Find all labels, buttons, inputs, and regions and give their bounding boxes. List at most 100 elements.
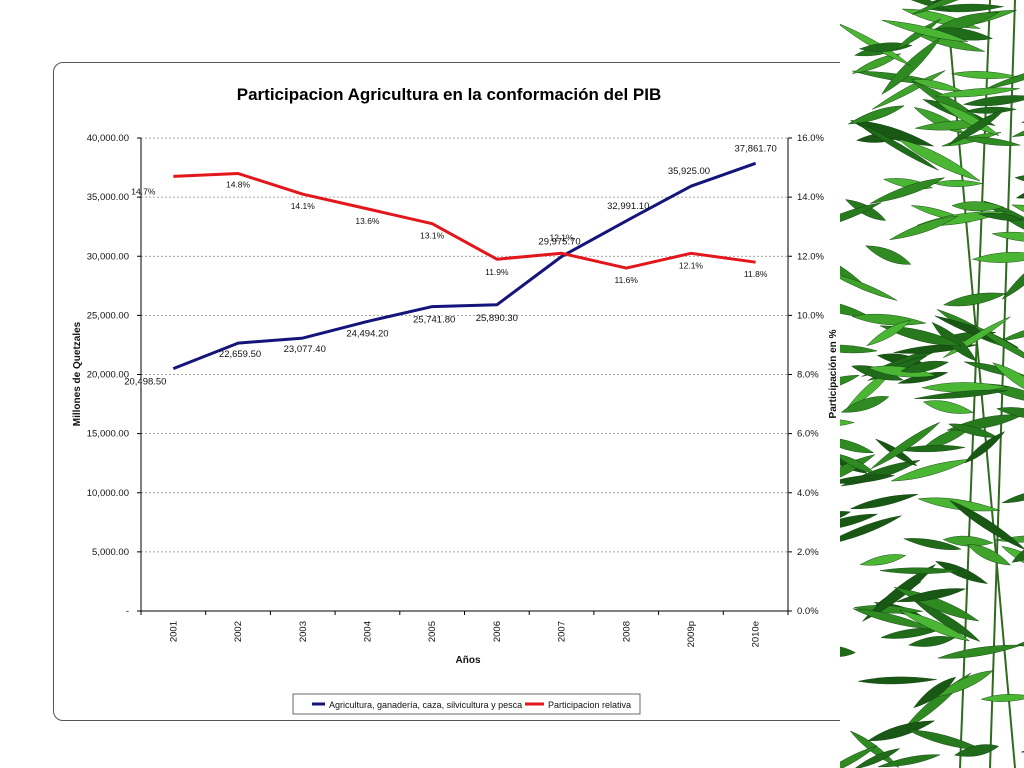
- y2-tick-label: 16.0%: [797, 133, 824, 144]
- bamboo-leaf: [867, 720, 936, 741]
- bamboo-leaf: [953, 744, 1000, 757]
- bamboo-leaf: [840, 515, 902, 546]
- bamboo-leaf: [1001, 488, 1024, 504]
- bamboo-leaf: [911, 79, 963, 91]
- x-tick-label: 2002: [233, 621, 244, 642]
- y-tick-label: 5,000.00: [92, 547, 129, 558]
- data-label-agricultura: 22,659.50: [219, 349, 261, 360]
- data-label-agricultura: 24,494.20: [346, 328, 388, 339]
- bamboo-leaf: [840, 202, 882, 234]
- bamboo-leaf: [914, 389, 1008, 400]
- bamboo-leaf: [840, 271, 898, 301]
- bamboo-leaf: [896, 588, 967, 602]
- bamboo-leaf: [994, 534, 1024, 543]
- bamboo-leaf: [965, 106, 1017, 114]
- series-layer: [172, 161, 757, 370]
- series-line-agricultura: [172, 161, 757, 370]
- bamboo-leaves-icon: [840, 0, 1024, 768]
- y2-tick-label: 10.0%: [797, 310, 824, 321]
- bamboo-leaf: [966, 543, 1011, 566]
- bamboo-leaf: [984, 62, 1024, 90]
- bamboo-leaf: [913, 676, 957, 709]
- bamboo-leaf: [840, 474, 895, 484]
- bamboo-leaf: [1001, 546, 1024, 576]
- chart-frame: Participacion Agricultura en la conforma…: [53, 62, 858, 721]
- bamboo-leaf: [943, 292, 1007, 307]
- legend-label-participacion: Participacion relativa: [548, 700, 631, 710]
- y2-tick-label: 2.0%: [797, 547, 819, 558]
- x-tick-label: 2010e: [751, 621, 762, 647]
- chart-title: Participacion Agricultura en la conforma…: [237, 85, 661, 104]
- legend: Agricultura, ganadería, caza, silvicultu…: [292, 693, 641, 715]
- bamboo-leaf: [971, 252, 1024, 263]
- bamboo-leaf: [971, 324, 1024, 368]
- y-tick-label: 30,000.00: [87, 251, 129, 262]
- y-tick-label: 15,000.00: [87, 429, 129, 440]
- bamboo-leaf: [949, 500, 1024, 551]
- bamboo-leaf: [981, 383, 1024, 404]
- y-tick-label: 20,000.00: [87, 370, 129, 381]
- grid-layer: [141, 137, 788, 553]
- bamboo-leaf: [942, 535, 994, 547]
- bamboo-leaf: [877, 754, 941, 768]
- legend-box: [292, 693, 641, 715]
- data-label-agricultura: 25,890.30: [476, 313, 518, 324]
- bamboo-leaf: [933, 179, 983, 187]
- bamboo-leaf: [850, 494, 918, 510]
- x-tick-label: 2006: [492, 621, 503, 642]
- data-label-agricultura: 29,975.70: [538, 237, 580, 248]
- bamboo-leaf: [858, 42, 913, 52]
- bamboo-leaf: [881, 19, 968, 42]
- data-label-participacion: 14.1%: [291, 201, 316, 211]
- bamboo-leaf: [862, 564, 936, 622]
- y2-axis-title: Participación en %: [828, 329, 839, 418]
- bamboo-leaf: [849, 730, 900, 768]
- x-tick-label: 2004: [362, 621, 373, 642]
- bamboo-leaf: [840, 745, 878, 768]
- data-label-participacion: 14.7%: [131, 186, 156, 196]
- bamboo-stem: [989, 0, 1016, 768]
- bamboo-leaf: [840, 436, 875, 453]
- bamboo-leaf: [857, 122, 939, 171]
- bamboo-leaf: [859, 554, 907, 566]
- bamboo-leaf: [840, 375, 860, 393]
- data-label-participacion: 11.8%: [744, 269, 768, 279]
- bamboo-leaf: [897, 138, 981, 182]
- bamboo-leaf: [879, 325, 963, 346]
- bamboo-leaf: [964, 431, 1006, 464]
- chart-svg: Participacion Agricultura en la conforma…: [72, 85, 839, 715]
- y2-tick-label: 14.0%: [797, 192, 824, 203]
- data-label-participacion: 11.6%: [615, 275, 639, 285]
- y-tick-label: 10,000.00: [87, 488, 129, 499]
- data-label-agricultura: 20,498.50: [124, 377, 166, 388]
- data-label-agricultura: 23,077.40: [284, 344, 326, 355]
- data-label-participacion: 11.9%: [485, 267, 509, 277]
- data-label-participacion: 13.1%: [420, 231, 445, 241]
- data-label-participacion: 14.8%: [226, 179, 251, 189]
- bamboo-leaf: [875, 438, 918, 467]
- bamboo-leaf: [996, 407, 1024, 419]
- bamboo-leaf: [903, 538, 962, 550]
- y-axis-title: Millones de Quetzales: [72, 321, 83, 426]
- bamboo-leaf: [895, 18, 941, 50]
- bamboo-leaf: [978, 212, 1024, 221]
- y-tick-label: 25,000.00: [87, 310, 129, 321]
- data-label-participacion: 13.6%: [355, 216, 380, 226]
- y-tick-label: 40,000.00: [87, 133, 129, 144]
- bamboo-leaf: [870, 177, 945, 204]
- bamboo-leaf: [937, 644, 1022, 659]
- bamboo-leaf: [962, 95, 1024, 107]
- bamboo-leaf: [980, 694, 1024, 702]
- bamboo-leaf: [991, 231, 1024, 243]
- x-tick-label: 2009p: [686, 621, 697, 647]
- y2-tick-label: 8.0%: [797, 370, 819, 381]
- bamboo-leaf: [870, 422, 940, 470]
- bamboo-leaf: [840, 645, 856, 657]
- bamboo-leaf: [962, 136, 1021, 146]
- bamboo-leaf: [951, 201, 1005, 212]
- bamboo-leaf: [1011, 538, 1024, 563]
- y2-tick-label: 0.0%: [797, 606, 819, 617]
- bamboo-leaf: [840, 396, 890, 413]
- bamboo-leaf: [922, 400, 974, 414]
- data-label-agricultura: 35,925.00: [668, 166, 710, 177]
